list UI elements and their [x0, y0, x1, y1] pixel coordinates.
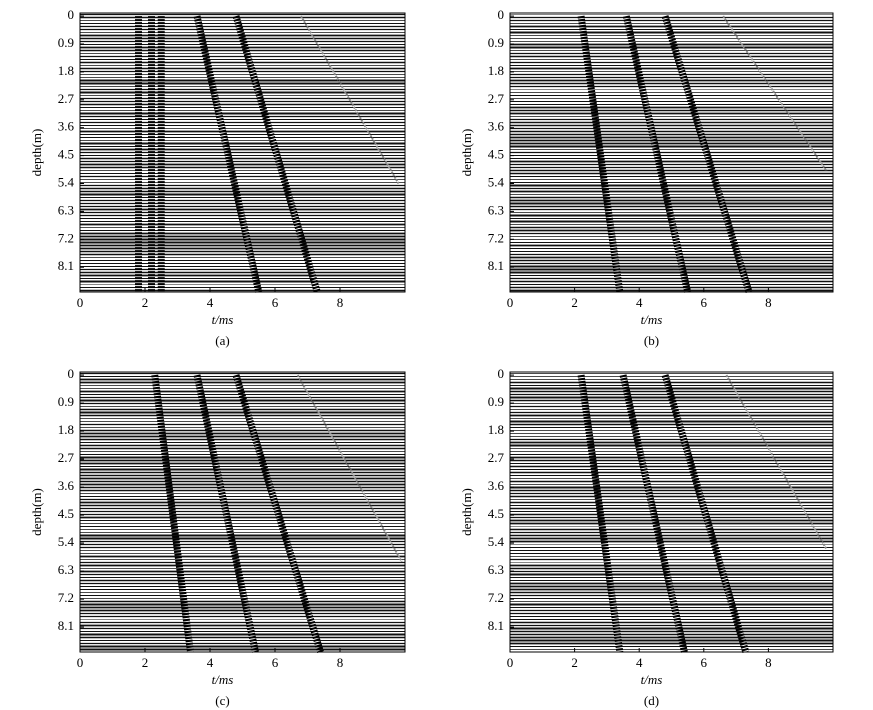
- x-axis-label: t/ms: [212, 672, 234, 687]
- x-tick-label: 2: [571, 295, 578, 310]
- y-tick-label: 2.7: [488, 91, 505, 106]
- y-tick-label: 3.6: [58, 478, 75, 493]
- panel: 0 2 4 6 8 0 0.9 1.8 2.7 3.6 4.5 5.4 6.3 7.2 8.1 t/ms dep…: [459, 366, 834, 708]
- y-tick-label: 8.1: [58, 258, 74, 273]
- y-tick-label: 2.7: [58, 450, 75, 465]
- event: [577, 15, 624, 293]
- event: [151, 374, 194, 653]
- event: [193, 15, 263, 293]
- x-tick-label: 4: [207, 655, 214, 670]
- y-tick-label: 6.3: [58, 562, 74, 577]
- plot-frame: [79, 12, 406, 293]
- x-tick-label: 8: [337, 655, 344, 670]
- x-tick-label: 2: [142, 295, 149, 310]
- y-tick-label: 1.8: [488, 422, 504, 437]
- x-axis-label: t/ms: [641, 672, 663, 687]
- event: [296, 374, 403, 563]
- y-tick-label: 6.3: [488, 562, 504, 577]
- y-tick-label: 0.9: [58, 394, 74, 409]
- x-tick-label: 8: [337, 295, 344, 310]
- y-tick-label: 6.3: [488, 202, 504, 217]
- event: [300, 15, 400, 185]
- plot-frame: [509, 371, 834, 653]
- y-tick-label: 0: [498, 7, 505, 22]
- event: [232, 374, 324, 654]
- x-tick-label: 8: [765, 655, 772, 670]
- panel: 0 2 4 6 8 0 0.9 1.8 2.7 3.6 4.5 5.4 6.3 7.2 8.1 t/ms dep…: [29, 7, 406, 348]
- y-tick-label: 2.7: [58, 91, 75, 106]
- panel-caption: (d): [644, 693, 659, 708]
- event: [619, 374, 688, 653]
- panel-caption: (b): [644, 333, 659, 348]
- x-tick-label: 4: [207, 295, 214, 310]
- y-tick-label: 5.4: [488, 174, 505, 189]
- y-tick-label: 8.1: [488, 618, 504, 633]
- y-tick-label: 4.5: [488, 147, 504, 162]
- y-tick-label: 5.4: [58, 534, 75, 549]
- x-axis-label: t/ms: [641, 312, 663, 327]
- event: [725, 374, 828, 550]
- x-tick-label: 8: [765, 295, 772, 310]
- panel: 0 2 4 6 8 0 0.9 1.8 2.7 3.6 4.5 5.4 6.3 7.2 8.1 t/ms dep…: [459, 7, 834, 348]
- y-tick-label: 0.9: [488, 35, 504, 50]
- plot-frame: [79, 371, 406, 653]
- x-tick-label: 2: [142, 655, 149, 670]
- event: [661, 374, 750, 653]
- y-tick-label: 2.7: [488, 450, 505, 465]
- y-axis-label: depth(m): [29, 129, 44, 177]
- y-tick-label: 7.2: [58, 590, 74, 605]
- x-tick-label: 0: [507, 655, 514, 670]
- x-tick-label: 4: [636, 655, 643, 670]
- y-tick-label: 7.2: [488, 590, 504, 605]
- y-tick-label: 8.1: [488, 258, 504, 273]
- y-tick-label: 4.5: [58, 506, 74, 521]
- x-tick-label: 0: [77, 655, 84, 670]
- y-tick-label: 5.4: [488, 534, 505, 549]
- y-tick-label: 3.6: [488, 119, 505, 134]
- panel-caption: (a): [215, 333, 229, 348]
- event: [193, 374, 259, 653]
- y-axis-label: depth(m): [459, 488, 474, 536]
- y-tick-label: 1.8: [58, 422, 74, 437]
- y-tick-label: 4.5: [488, 506, 504, 521]
- y-tick-label: 1.8: [488, 63, 504, 78]
- x-tick-label: 0: [77, 295, 84, 310]
- panel: 0 2 4 6 8 0 0.9 1.8 2.7 3.6 4.5 5.4 6.3 7.2 8.1 t/ms dep…: [29, 366, 406, 708]
- x-tick-label: 0: [507, 295, 514, 310]
- x-tick-label: 6: [272, 295, 279, 310]
- y-tick-label: 0: [498, 366, 505, 381]
- y-tick-label: 0.9: [58, 35, 74, 50]
- x-tick-label: 4: [636, 295, 643, 310]
- y-tick-label: 0: [68, 7, 75, 22]
- event: [661, 15, 753, 294]
- event: [577, 374, 624, 653]
- y-tick-label: 4.5: [58, 147, 74, 162]
- y-tick-label: 7.2: [58, 230, 74, 245]
- event: [622, 15, 692, 293]
- panel-caption: (c): [215, 693, 229, 708]
- y-axis-label: depth(m): [29, 488, 44, 536]
- y-axis-label: depth(m): [459, 129, 474, 177]
- y-tick-label: 7.2: [488, 230, 504, 245]
- event: [722, 15, 828, 172]
- x-tick-label: 6: [272, 655, 279, 670]
- x-tick-label: 6: [701, 655, 708, 670]
- x-tick-label: 6: [701, 295, 708, 310]
- y-tick-label: 6.3: [58, 202, 74, 217]
- x-tick-label: 2: [571, 655, 578, 670]
- y-tick-label: 3.6: [488, 478, 505, 493]
- x-axis-label: t/ms: [212, 312, 234, 327]
- y-tick-label: 0: [68, 366, 75, 381]
- y-tick-label: 3.6: [58, 119, 75, 134]
- plot-frame: [509, 12, 834, 293]
- y-tick-label: 8.1: [58, 618, 74, 633]
- y-tick-label: 0.9: [488, 394, 504, 409]
- y-tick-label: 1.8: [58, 63, 74, 78]
- y-tick-label: 5.4: [58, 174, 75, 189]
